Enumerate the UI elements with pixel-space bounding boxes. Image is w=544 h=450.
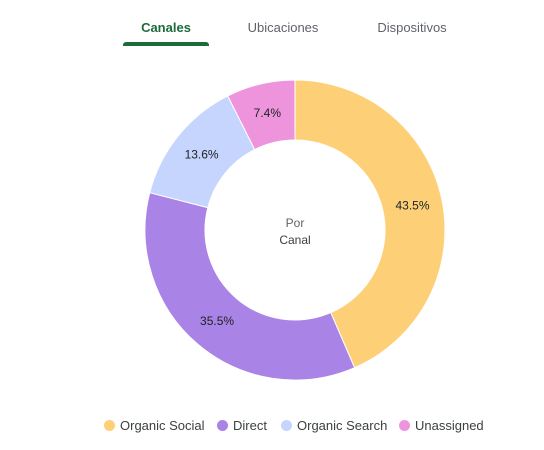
legend-swatch-direct xyxy=(217,419,228,431)
donut-slice-unassigned[interactable] xyxy=(227,79,296,151)
tab-canales[interactable]: Canales xyxy=(141,20,191,35)
legend-item-direct[interactable]: Direct xyxy=(217,416,267,434)
chart-legend: Organic Social Direct Organic Search Una… xyxy=(0,416,544,434)
slice-label-organic-social: 43.5% xyxy=(395,199,429,213)
center-label-line1: Por xyxy=(285,216,305,230)
legend-item-organic-search[interactable]: Organic Search xyxy=(281,416,387,434)
slice-label-direct: 35.5% xyxy=(200,314,234,328)
slice-label-organic-search: 13.6% xyxy=(185,148,219,162)
legend-swatch-organic-search xyxy=(281,419,292,431)
legend-swatch-unassigned xyxy=(399,419,410,431)
legend-label-organic-social: Organic Social xyxy=(120,417,205,433)
legend-label-unassigned: Unassigned xyxy=(415,417,484,433)
slice-label-unassigned: 7.4% xyxy=(254,106,282,120)
active-tab-indicator xyxy=(123,42,209,46)
legend-label-direct: Direct xyxy=(233,417,267,433)
legend-item-unassigned[interactable]: Unassigned xyxy=(399,416,484,434)
donut-slice-direct[interactable] xyxy=(144,192,356,381)
tab-dispositivos[interactable]: Dispositivos xyxy=(377,20,447,35)
legend-swatch-organic-social xyxy=(104,419,115,431)
donut-chart: 43.5% 35.5% 13.6% 7.4% xyxy=(144,79,446,381)
donut-slice-organic-social[interactable] xyxy=(294,79,446,369)
center-label-line2: Canal xyxy=(279,233,311,247)
tab-bar: Canales Ubicaciones Dispositivos xyxy=(0,0,544,48)
legend-label-organic-search: Organic Search xyxy=(297,417,388,433)
tab-ubicaciones[interactable]: Ubicaciones xyxy=(247,20,319,35)
donut-center-label: Por Canal xyxy=(235,215,355,249)
legend-item-organic-social[interactable]: Organic Social xyxy=(104,416,205,434)
